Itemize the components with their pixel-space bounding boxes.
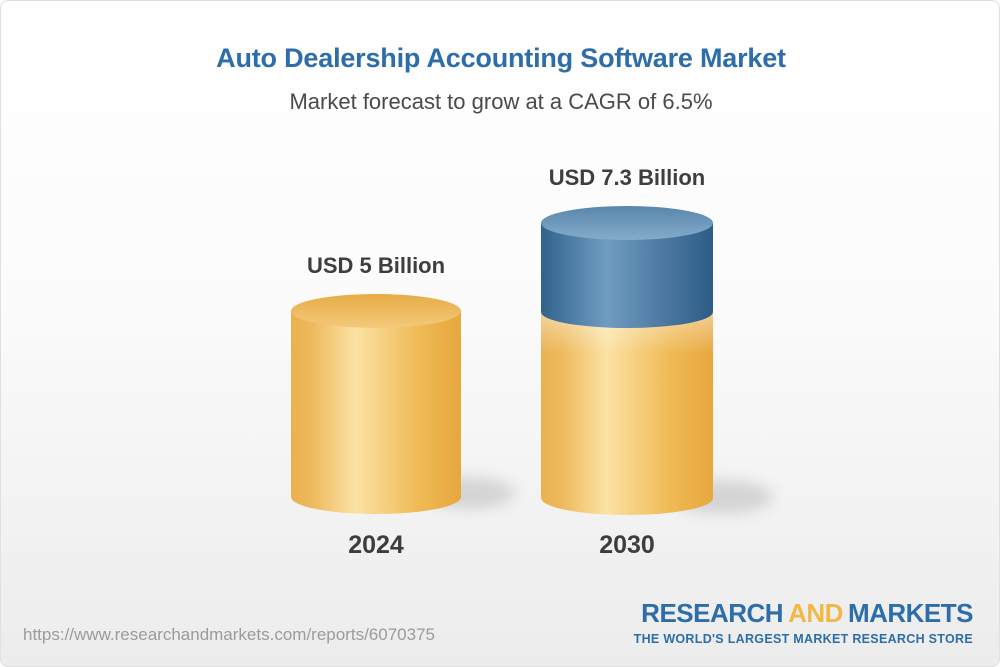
brand-logo-wordmark: RESEARCH AND MARKETS [634, 598, 973, 629]
category-label-2024: 2024 [348, 531, 404, 559]
brand-word-markets: MARKETS [847, 598, 974, 628]
brand-word-and: AND [788, 598, 843, 628]
bar-2024-cylinder [291, 294, 461, 514]
category-label-2030: 2030 [599, 531, 655, 559]
brand-word-research: RESEARCH [641, 598, 784, 628]
brand-tagline: THE WORLD'S LARGEST MARKET RESEARCH STOR… [633, 632, 973, 646]
value-label-2030: USD 7.3 Billion [548, 165, 706, 190]
brand-logo: RESEARCH AND MARKETS THE WORLD'S LARGEST M… [633, 598, 974, 646]
value-label-2024: USD 5 Billion [306, 253, 446, 278]
bar-2030-cylinder [541, 206, 713, 515]
report-url: https://www.researchandmarkets.com/repor… [23, 625, 435, 644]
chart-subtitle: Market forecast to grow at a CAGR of 6.5… [289, 89, 713, 114]
chart-title: Auto Dealership Accounting Software Mark… [216, 43, 786, 73]
bar-2030-blue-segment [541, 206, 713, 328]
bar-2030-yellow-segment [541, 312, 713, 515]
